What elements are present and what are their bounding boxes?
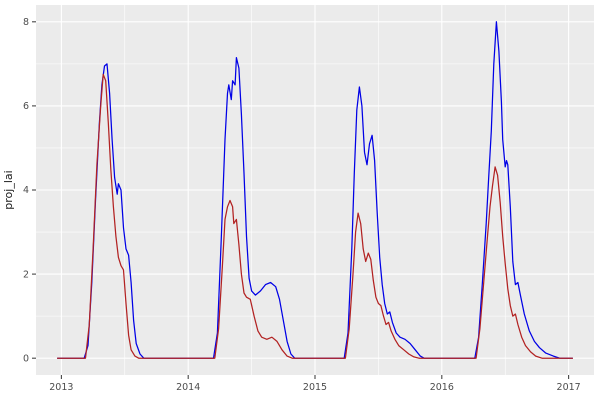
series-line-red	[56, 73, 574, 359]
gridlines-major	[36, 5, 594, 375]
series-lines	[56, 21, 574, 359]
y-tick-label: 8	[23, 17, 29, 28]
x-tick-label: 2016	[430, 382, 454, 393]
x-tick-label: 2014	[176, 382, 200, 393]
axis-tick-labels: 0 2 4 6 8 2013 2014 2015 2016 2017	[23, 17, 581, 393]
y-tick-label: 2	[23, 269, 29, 280]
x-tick-label: 2013	[49, 382, 73, 393]
y-tick-label: 6	[23, 101, 29, 112]
series-line-blue	[56, 21, 574, 359]
y-tick-label: 4	[23, 185, 29, 196]
y-tick-label: 0	[23, 353, 29, 364]
x-tick-label: 2017	[557, 382, 581, 393]
x-tick-label: 2015	[303, 382, 327, 393]
axis-tick-marks	[32, 21, 570, 379]
y-axis-title: proj_lai	[2, 170, 15, 209]
